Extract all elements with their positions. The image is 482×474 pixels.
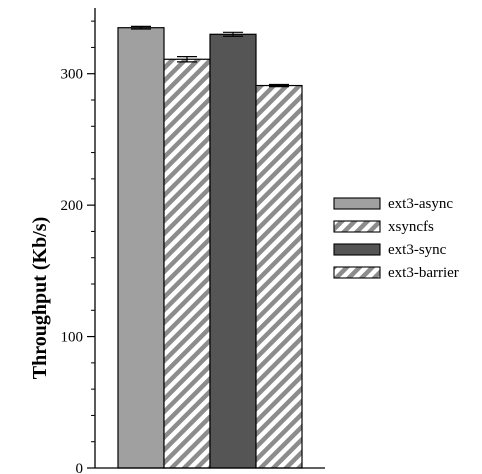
legend-swatch — [333, 243, 381, 256]
y-axis-title: Throughput (Kb/s) — [29, 217, 51, 379]
legend-item-xsyncfs: xsyncfs — [333, 219, 434, 235]
legend-label: ext3-sync — [388, 242, 447, 258]
bar-ext3-async — [117, 27, 165, 469]
legend-item-ext3-sync: ext3-sync — [333, 242, 447, 258]
error-bar-ext3-barrier — [269, 83, 289, 88]
legend-swatch — [333, 197, 381, 210]
error-bar-ext3-sync — [223, 31, 243, 37]
legend-label: ext3-async — [388, 196, 453, 212]
bar-ext3-sync — [209, 33, 257, 469]
error-bars-group — [131, 25, 289, 88]
y-axis: 0 100 200 300 — [61, 8, 325, 474]
bar-xsyncfs — [163, 58, 211, 469]
bars-group — [117, 27, 303, 469]
legend: ext3-async xsyncfs ext3-sync ext3-barrier — [333, 196, 459, 281]
y-tick-label: 0 — [76, 461, 84, 474]
y-tick-label: 100 — [61, 330, 84, 346]
error-bar-ext3-async — [131, 25, 151, 30]
error-bar-xsyncfs — [177, 56, 197, 63]
legend-item-ext3-async: ext3-async — [333, 196, 453, 212]
bar-ext3-barrier — [255, 84, 303, 469]
y-tick-label: 200 — [61, 198, 84, 214]
legend-item-ext3-barrier: ext3-barrier — [333, 265, 459, 281]
legend-swatch — [333, 220, 381, 233]
y-tick-label: 300 — [61, 67, 84, 83]
legend-label: ext3-barrier — [388, 265, 459, 281]
legend-swatch — [333, 266, 381, 279]
legend-label: xsyncfs — [388, 219, 434, 235]
